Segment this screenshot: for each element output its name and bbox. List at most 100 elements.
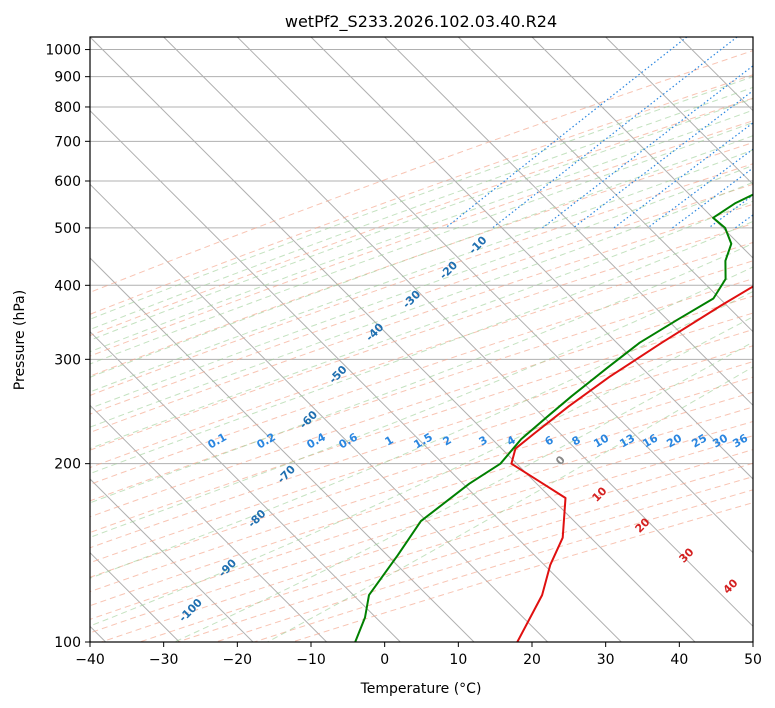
dry-adiabat-label: -100: [176, 596, 205, 625]
plot-frame: [89, 36, 754, 643]
dry-adiabat-line: [90, 223, 753, 451]
chart-title: wetPf2_S233.2026.102.03.40.R24: [285, 12, 557, 32]
moist-adiabat-line: [90, 290, 753, 579]
isotherm-line: [752, 37, 753, 38]
y-tick-label: 200: [54, 457, 81, 473]
moist-adiabat-line: [90, 220, 753, 475]
moist-adiabat-label: 10: [590, 484, 610, 504]
mixing-ratio-label: 6: [543, 433, 556, 448]
dry-adiabat-line: [90, 50, 753, 293]
dry-adiabat-label: -40: [363, 320, 386, 343]
moist-adiabat-line: [90, 86, 753, 331]
mixing-ratio-label: 20: [664, 431, 684, 450]
x-tick-label: 10: [449, 652, 467, 668]
mixing-ratio-line: [542, 65, 753, 229]
x-tick-label: −20: [223, 652, 253, 668]
dry-adiabat-line: [90, 312, 753, 534]
axis-ticks: −40 −30 −20 −10 0 10 20 30 40 5010020030040050060…: [45, 43, 762, 668]
x-tick-label: 40: [670, 652, 688, 668]
x-tick-label: 50: [744, 652, 762, 668]
y-tick-label: 700: [54, 134, 81, 150]
moist-adiabat-label: 40: [721, 576, 741, 596]
y-tick-label: 500: [54, 221, 81, 237]
moist-adiabat-line: [90, 316, 753, 627]
y-tick-label: 100: [54, 635, 81, 651]
dry-adiabat-label: -90: [216, 556, 239, 579]
profile-lines: [354, 193, 753, 642]
dry-adiabat-line: [90, 142, 753, 377]
mixing-ratio-label: 0.6: [337, 430, 361, 451]
isotherm-line: [90, 330, 401, 642]
mixing-ratio-label: 0.1: [206, 430, 229, 451]
dry-adiabat-line: [90, 278, 753, 502]
isotherm-line: [531, 37, 753, 259]
isotherm-line: [90, 404, 328, 642]
moist-adiabat-line: [90, 76, 753, 320]
dry-adiabat-line: [101, 435, 753, 642]
moist-adiabat-label: 30: [677, 545, 697, 565]
moist-adiabat-label: 0: [553, 453, 568, 468]
y-tick-label: 400: [54, 278, 81, 294]
isotherm-line: [384, 37, 753, 407]
x-tick-label: 30: [597, 652, 615, 668]
mixing-ratio-label: 8: [570, 433, 583, 448]
isotherm-line: [90, 183, 549, 642]
mixing-ratio-line: [734, 214, 753, 229]
x-tick-label: 0: [380, 652, 389, 668]
moist-adiabat-line: [90, 200, 753, 450]
moist-adiabat-line: [90, 164, 753, 409]
isotherm-line: [90, 257, 475, 642]
temperature-profile-line: [510, 285, 753, 642]
y-tick-label: 1000: [45, 43, 81, 59]
isotherm-line: [310, 37, 753, 480]
dry-adiabat-line: [90, 120, 753, 357]
isotherm-line: [90, 478, 254, 642]
isotherm-line: [605, 37, 753, 186]
isotherm-line: [457, 37, 753, 333]
x-tick-label: 20: [523, 652, 541, 668]
mixing-ratio-line: [672, 167, 753, 229]
isotherm-line: [163, 37, 753, 628]
mixing-ratio-label: 10: [591, 431, 611, 450]
mixing-ratio-label: 2: [441, 433, 454, 448]
y-tick-label: 300: [54, 352, 81, 368]
dry-adiabat-line: [292, 502, 753, 642]
mixing-ratio-line: [572, 89, 753, 229]
dry-adiabat-label: -50: [326, 363, 349, 386]
dry-adiabat-line: [90, 163, 753, 396]
dry-adiabat-line: [90, 361, 753, 578]
moist-adiabat-line: [90, 109, 753, 353]
mixing-ratio-label: 1.5: [412, 430, 435, 451]
x-tick-label: −30: [149, 652, 179, 668]
dry-adiabat-line: [90, 74, 753, 315]
y-axis-label: Pressure (hPa): [12, 290, 28, 390]
isotherm-line: [236, 37, 753, 554]
mixing-ratio-label: 36: [730, 431, 750, 450]
dry-adiabat-line: [90, 97, 753, 337]
isotherm-line: [90, 37, 696, 642]
mixing-ratio-label: 0.2: [255, 430, 278, 451]
x-tick-label: −40: [75, 652, 105, 668]
mixing-ratio-label: 30: [710, 431, 730, 450]
dry-adiabat-line: [90, 391, 753, 607]
plot-area: [90, 37, 753, 642]
dry-adiabat-label: -30: [400, 288, 423, 311]
y-tick-label: 900: [54, 70, 81, 86]
mixing-ratio-line: [492, 37, 738, 229]
dry-adiabat-label: -80: [245, 507, 268, 530]
x-axis-label: Temperature (°C): [360, 681, 482, 697]
dewpoint-profile-line: [354, 193, 753, 642]
y-tick-label: 600: [54, 174, 81, 190]
dry-adiabat-line: [90, 260, 753, 485]
mixing-ratio-label: 16: [640, 431, 660, 450]
moist-adiabat-line: [267, 366, 753, 642]
mixing-ratio-line: [445, 37, 688, 229]
dry-adiabat-line: [90, 329, 753, 549]
isotherm-line: [90, 109, 622, 642]
y-tick-label: 800: [54, 100, 81, 116]
mixing-ratio-label: 25: [689, 432, 709, 451]
x-tick-label: −10: [296, 652, 326, 668]
isotherm-line: [678, 37, 753, 112]
mixing-ratio-label: 0.4: [305, 430, 329, 451]
